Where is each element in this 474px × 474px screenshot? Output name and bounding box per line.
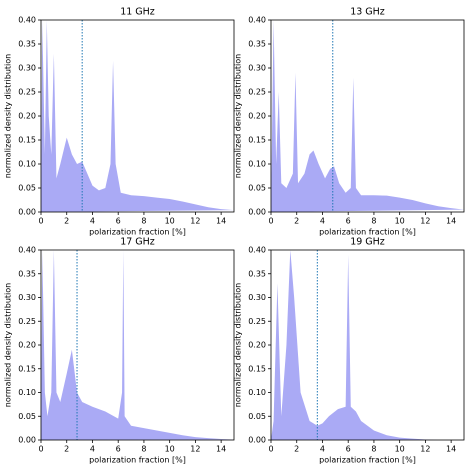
x-tick-label: 8 [371,445,376,454]
x-tick-label: 8 [141,217,146,226]
y-tick-label: 0.10 [248,388,266,397]
chart-title: 13 GHz [350,7,385,18]
x-tick-label: 6 [116,445,121,454]
y-tick-label: 0.00 [18,436,36,445]
y-axis-label: normalized density distribution [234,54,243,178]
y-tick-label: 0.00 [18,208,36,217]
y-tick-label: 0.35 [248,40,266,49]
y-tick-label: 0.20 [18,112,36,121]
x-axis-label: polarization fraction [%] [89,456,186,465]
y-tick-label: 0.35 [248,269,266,278]
subplot: 0 2 4 6 8 10 12 14 0.00 0.05 0.10 0.15 0.20 0.25 0.30 0… [234,7,465,237]
x-tick-label: 2 [294,217,299,226]
x-tick-label: 10 [395,217,405,226]
x-tick-label: 4 [90,217,95,226]
y-tick-label: 0.25 [248,88,266,97]
chart-title: 19 GHz [350,237,385,248]
x-tick-label: 2 [294,445,299,454]
y-tick-label: 0.40 [18,246,36,255]
x-tick-label: 8 [141,445,146,454]
y-tick-label: 0.20 [248,112,266,121]
y-tick-label: 0.30 [18,64,36,73]
x-tick-label: 4 [320,217,325,226]
x-tick-label: 0 [38,445,43,454]
y-tick-label: 0.30 [18,293,36,302]
y-tick-label: 0.00 [248,208,266,217]
x-axis-label: polarization fraction [%] [319,456,416,465]
y-tick-label: 0.40 [248,16,266,25]
subplot: 0 2 4 6 8 10 12 14 0.00 0.05 0.10 0.15 0.20 0.25 0.30 0… [234,237,465,465]
x-tick-label: 0 [38,217,43,226]
y-axis-label: normalized density distribution [4,54,13,178]
x-tick-label: 12 [190,445,200,454]
y-tick-label: 0.40 [248,246,266,255]
y-tick-label: 0.30 [248,293,266,302]
y-tick-label: 0.00 [248,436,266,445]
x-tick-label: 12 [190,217,200,226]
area [41,250,234,440]
subplot: 0 2 4 6 8 10 12 14 0.00 0.05 0.10 0.15 0.20 0.25 0.30 0… [4,237,235,465]
y-tick-label: 0.25 [18,88,36,97]
x-tick-label: 10 [395,445,405,454]
x-axis-label: polarization fraction [%] [89,228,186,237]
chart-title: 17 GHz [120,237,155,248]
x-tick-label: 10 [165,217,175,226]
y-tick-label: 0.15 [248,364,266,373]
y-axis-label: normalized density distribution [4,283,13,407]
x-tick-label: 6 [346,217,351,226]
y-tick-label: 0.05 [18,412,36,421]
y-tick-label: 0.25 [18,317,36,326]
y-tick-label: 0.10 [18,388,36,397]
y-tick-label: 0.30 [248,64,266,73]
chart-title: 11 GHz [120,7,155,18]
y-tick-label: 0.15 [18,364,36,373]
subplot: 0 2 4 6 8 10 12 14 0.00 0.05 0.10 0.15 0.20 0.25 0.30 0… [4,7,235,237]
x-tick-label: 4 [320,445,325,454]
x-tick-label: 10 [165,445,175,454]
y-tick-label: 0.20 [18,341,36,350]
x-tick-label: 14 [446,217,456,226]
x-tick-label: 12 [420,445,430,454]
area [41,20,234,212]
x-axis-label: polarization fraction [%] [319,228,416,237]
y-tick-label: 0.40 [18,16,36,25]
y-tick-label: 0.35 [18,269,36,278]
x-tick-label: 4 [90,445,95,454]
x-tick-label: 2 [64,445,69,454]
x-tick-label: 6 [346,445,351,454]
area [271,250,464,440]
x-tick-label: 14 [216,445,226,454]
y-tick-label: 0.20 [248,341,266,350]
y-tick-label: 0.25 [248,317,266,326]
y-tick-label: 0.15 [248,136,266,145]
y-tick-label: 0.05 [18,184,36,193]
x-tick-label: 12 [420,217,430,226]
y-tick-label: 0.10 [248,160,266,169]
y-axis-label: normalized density distribution [234,283,243,407]
y-tick-label: 0.15 [18,136,36,145]
y-tick-label: 0.05 [248,412,266,421]
y-tick-label: 0.35 [18,40,36,49]
x-tick-label: 0 [268,217,273,226]
x-tick-label: 14 [446,445,456,454]
x-tick-label: 6 [116,217,121,226]
x-tick-label: 8 [371,217,376,226]
x-tick-label: 14 [216,217,226,226]
y-tick-label: 0.10 [18,160,36,169]
x-tick-label: 2 [64,217,69,226]
y-tick-label: 0.05 [248,184,266,193]
area [271,20,464,212]
x-tick-label: 0 [268,445,273,454]
